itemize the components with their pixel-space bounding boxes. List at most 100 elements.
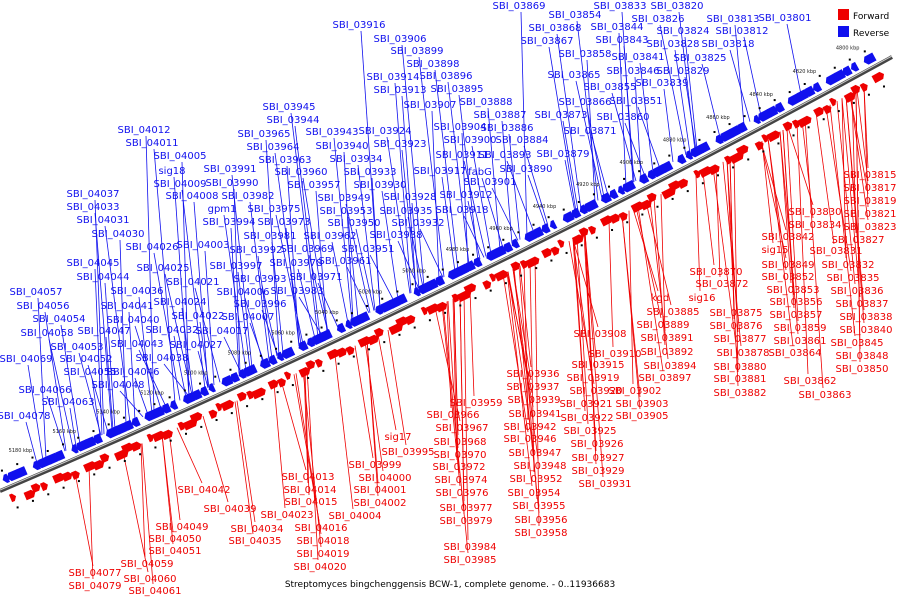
forward-gene-label: SBI_03831 bbox=[810, 246, 863, 257]
forward-gene-label: SBI_04004 bbox=[329, 511, 382, 522]
forward-leader-line bbox=[507, 271, 534, 408]
forward-gene-label: SBI_03817 bbox=[844, 183, 897, 194]
forward-leader-line bbox=[649, 199, 669, 360]
forward-gene-label: SBI_03921 bbox=[560, 399, 613, 410]
strand-tick bbox=[713, 130, 716, 133]
reverse-leader-line bbox=[586, 107, 605, 198]
forward-leader-line bbox=[441, 303, 461, 487]
reverse-leader-line bbox=[659, 24, 687, 156]
forward-gene-label: SBI_03919 bbox=[567, 373, 620, 384]
strand-tick bbox=[716, 174, 719, 177]
reverse-gene-label: SBI_03975 bbox=[248, 204, 301, 215]
reverse-gene-label: SBI_04069 bbox=[0, 354, 52, 365]
reverse-gene-label: SBI_03997 bbox=[210, 261, 263, 272]
reverse-gene-label: SBI_04024 bbox=[154, 297, 207, 308]
forward-leader-line bbox=[377, 334, 397, 431]
forward-leader-line bbox=[779, 131, 799, 335]
reverse-gene-label: SBI_04066 bbox=[19, 385, 72, 396]
strand-tick bbox=[592, 193, 595, 196]
reverse-gene-label: SBI_03934 bbox=[330, 154, 383, 165]
reverse-gene-arrow bbox=[842, 65, 853, 77]
forward-gene-label: SBI_03876 bbox=[710, 321, 763, 332]
reverse-gene-arrow bbox=[277, 351, 285, 362]
forward-gene-arrow bbox=[99, 453, 110, 464]
reverse-gene-arrow bbox=[298, 340, 309, 352]
strand-tick bbox=[456, 261, 459, 264]
reverse-gene-arrow bbox=[698, 141, 711, 154]
strand-tick bbox=[322, 369, 325, 372]
forward-gene-arrow bbox=[813, 106, 824, 118]
forward-leader-line bbox=[786, 127, 799, 322]
reverse-gene-label: SBI_03993 bbox=[234, 274, 287, 285]
forward-gene-label: SBI_03872 bbox=[696, 279, 749, 290]
forward-leader-line bbox=[726, 159, 739, 333]
reverse-gene-label: SBI_03833 bbox=[594, 1, 647, 12]
reverse-leader-line bbox=[401, 95, 417, 291]
forward-leader-line bbox=[387, 329, 407, 446]
forward-gene-label: SBI_03882 bbox=[714, 388, 767, 399]
reverse-gene-label: SBI_04021 bbox=[167, 277, 220, 288]
strand-tick bbox=[123, 459, 126, 462]
strand-tick bbox=[520, 274, 523, 277]
forward-gene-label: SBI_03834 bbox=[789, 220, 842, 231]
forward-gene-label: SBI_03955 bbox=[513, 501, 566, 512]
reverse-gene-label: SBI_03949 bbox=[318, 193, 371, 204]
reverse-gene-label: SBI_03914 bbox=[367, 72, 420, 83]
reverse-leader-lines bbox=[25, 11, 802, 464]
forward-gene-arrow bbox=[52, 472, 65, 484]
forward-gene-label: SBI_04015 bbox=[285, 497, 338, 508]
reverse-leader-line bbox=[78, 352, 102, 436]
reverse-leader-line bbox=[91, 377, 101, 436]
forward-gene-label: SBI_03958 bbox=[515, 528, 568, 539]
reverse-leader-line bbox=[369, 254, 395, 302]
strand-tick bbox=[867, 93, 870, 96]
reverse-leader-line bbox=[463, 215, 485, 258]
forward-leader-line bbox=[722, 161, 742, 347]
forward-gene-label: SBI_03849 bbox=[762, 260, 815, 271]
reverse-gene-label: SBI_04048 bbox=[92, 380, 145, 391]
forward-gene-arrow bbox=[829, 97, 837, 107]
reverse-gene-label: SBI_03917 bbox=[414, 166, 467, 177]
reverse-gene-label: SBI_03982 bbox=[222, 191, 275, 202]
reverse-gene-arrow bbox=[584, 198, 599, 212]
forward-leader-line bbox=[849, 93, 869, 195]
reverse-leader-line bbox=[371, 177, 381, 308]
forward-gene-arrow bbox=[336, 347, 347, 358]
reverse-leader-line bbox=[257, 255, 273, 359]
reverse-gene-arrow bbox=[32, 460, 42, 471]
reverse-gene-arrow bbox=[579, 204, 589, 215]
reverse-leader-line bbox=[407, 216, 424, 288]
forward-gene-label: SBI_03852 bbox=[762, 272, 815, 283]
strand-tick bbox=[426, 275, 429, 278]
forward-gene-label: SBI_03835 bbox=[827, 273, 880, 284]
strand-tick bbox=[747, 158, 750, 161]
forward-gene-label: SBI_04050 bbox=[149, 534, 202, 545]
reverse-leader-line bbox=[564, 159, 576, 213]
reverse-gene-arrow bbox=[243, 363, 258, 377]
strand-tick bbox=[381, 297, 384, 300]
reverse-gene-arrow bbox=[191, 389, 203, 401]
forward-gene-label: SBI_03966 bbox=[427, 410, 480, 421]
forward-gene-arrow bbox=[571, 234, 584, 246]
reverse-leader-line bbox=[204, 250, 215, 386]
forward-gene-label: SBI_04042 bbox=[178, 485, 231, 496]
forward-leader-line bbox=[523, 263, 529, 421]
reverse-gene-arrow bbox=[677, 153, 687, 165]
strand-tick bbox=[459, 304, 462, 307]
reverse-leader-line bbox=[343, 151, 354, 321]
reverse-leader-line bbox=[575, 80, 603, 199]
strand-tick bbox=[803, 82, 806, 85]
reverse-gene-label: SBI_03873 bbox=[535, 110, 588, 121]
forward-genes bbox=[8, 71, 884, 503]
forward-gene-label: SBI_03985 bbox=[444, 555, 497, 566]
reverse-gene-label: SBI_03865 bbox=[548, 70, 601, 81]
forward-leader-line bbox=[453, 298, 459, 449]
forward-gene-label: SBI_04061 bbox=[129, 586, 182, 597]
forward-leader-line bbox=[304, 369, 310, 496]
forward-gene-label: SBI_04013 bbox=[282, 472, 335, 483]
reverse-gene-arrow bbox=[812, 82, 823, 93]
forward-leader-line bbox=[234, 401, 254, 535]
reverse-leader-line bbox=[145, 135, 155, 413]
forward-gene-label: SBI_04035 bbox=[229, 536, 282, 547]
reverse-leader-line bbox=[618, 32, 627, 187]
